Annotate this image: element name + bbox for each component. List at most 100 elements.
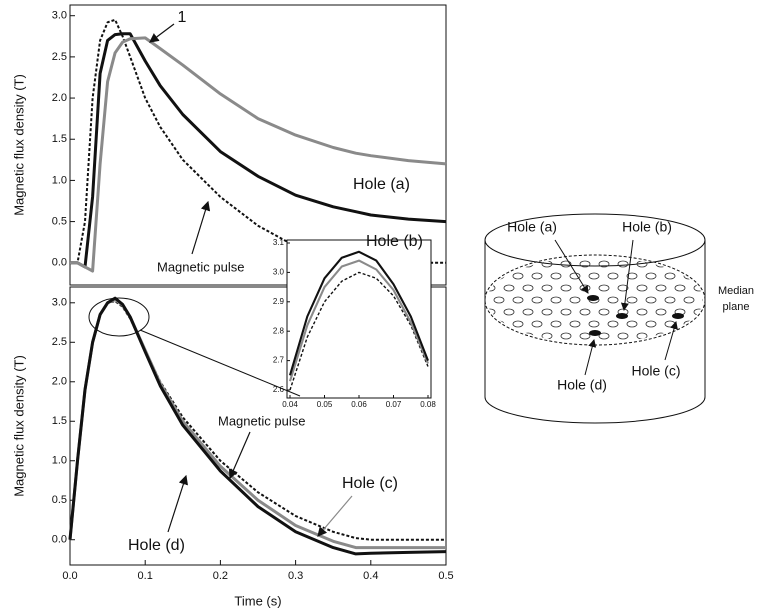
hole-outline <box>560 260 572 268</box>
y-tick-label: 2.0 <box>52 92 67 104</box>
hole-label: Hole (a) <box>507 219 557 235</box>
hole-outline <box>531 272 543 280</box>
hole-outline <box>607 272 619 280</box>
series-line <box>70 36 447 273</box>
hole-outline <box>579 308 591 316</box>
curve-label: Hole (d) <box>128 537 185 554</box>
arrow <box>167 474 188 533</box>
hole-outline <box>693 260 703 268</box>
hole-outline <box>522 284 534 292</box>
hole <box>587 295 599 301</box>
x-axis-title: Time (s) <box>234 593 281 608</box>
hole-outline <box>664 296 676 304</box>
y-tick-label: 2.0 <box>52 376 67 388</box>
y-tick-label: 1.5 <box>52 133 67 145</box>
hole <box>616 313 628 319</box>
hole-outline <box>636 284 648 292</box>
annotation: 1 <box>178 9 187 26</box>
y-tick-label: 1.5 <box>52 415 67 427</box>
hole-outline <box>550 272 562 280</box>
hole-outline <box>487 284 496 292</box>
arrow <box>149 23 175 43</box>
arrow <box>584 339 597 376</box>
hole-outline <box>560 332 572 340</box>
hole-outline <box>487 260 496 268</box>
hole-label: Hole (b) <box>622 219 672 235</box>
hole-outline <box>569 296 581 304</box>
hole-outline <box>683 272 695 280</box>
y-tick-label: 2.5 <box>52 336 67 348</box>
hole-outline <box>674 332 686 340</box>
x-tick-label: 0.08 <box>420 400 436 409</box>
hole-outline <box>626 296 638 304</box>
arrow <box>664 321 678 361</box>
hole-outline <box>598 308 610 316</box>
y-tick-label: 3.0 <box>52 10 67 22</box>
hole-outline <box>645 320 657 328</box>
hole-outline <box>503 308 515 316</box>
hole-outline <box>579 260 591 268</box>
hole-outline <box>636 332 648 340</box>
hole-outline <box>503 284 515 292</box>
hole-outline <box>626 320 638 328</box>
y-tick-label: 3.0 <box>273 268 285 277</box>
y-tick-label: 1.0 <box>52 174 67 186</box>
hole-outline <box>645 272 657 280</box>
hole-outline <box>512 296 524 304</box>
hole-outline <box>512 272 524 280</box>
hole-label: Hole (d) <box>557 377 607 393</box>
hole-outline <box>664 272 676 280</box>
hole-outline <box>645 296 657 304</box>
hole-outline <box>607 320 619 328</box>
curve-label: Hole (c) <box>342 475 398 492</box>
hole-outline <box>664 320 676 328</box>
arrow <box>191 200 211 255</box>
arrow <box>620 239 634 311</box>
highlight <box>88 297 150 337</box>
hole-outline <box>541 308 553 316</box>
hole-outline <box>588 320 600 328</box>
hole-outline <box>636 308 648 316</box>
hole <box>589 330 601 336</box>
x-tick-label: 0.4 <box>363 570 378 582</box>
hole-outline <box>579 332 591 340</box>
x-tick-label: 0.04 <box>282 400 298 409</box>
curve-label: Hole (b) <box>366 233 423 250</box>
hole-outline <box>588 272 600 280</box>
hole-outline <box>550 296 562 304</box>
cylinder-bottom <box>484 396 706 424</box>
y-tick-label: 2.9 <box>273 297 285 306</box>
series-line <box>69 300 446 541</box>
hole-outline <box>683 320 695 328</box>
hole-outline <box>560 284 572 292</box>
y-axis-title: Magnetic flux density (T) <box>11 355 26 497</box>
x-tick-label: 0.5 <box>438 570 453 582</box>
arrow <box>317 495 353 537</box>
y-tick-label: 1.0 <box>52 455 67 467</box>
series-line <box>288 250 429 376</box>
hole-outline <box>655 284 667 292</box>
hole-outline <box>560 308 572 316</box>
series-line <box>288 259 429 382</box>
x-tick-label: 0.2 <box>213 570 228 582</box>
hole-outline <box>598 332 610 340</box>
hole-outline <box>503 260 515 268</box>
plane-label: Median plane <box>717 285 755 313</box>
hole-outline <box>522 308 534 316</box>
x-tick-label: 0.07 <box>386 400 402 409</box>
hole-outline <box>487 332 496 340</box>
hole-outline <box>693 332 703 340</box>
hole-outline <box>607 296 619 304</box>
x-tick-label: 0.05 <box>317 400 333 409</box>
curve-label: Magnetic pulse <box>218 413 305 428</box>
hole-outline <box>522 332 534 340</box>
hole <box>672 313 684 319</box>
series-line <box>289 271 429 391</box>
y-tick-label: 2.8 <box>273 326 285 335</box>
plot-frame <box>69 4 447 286</box>
hole-grid <box>487 260 703 340</box>
hole-outline <box>569 320 581 328</box>
hole-outline <box>598 260 610 268</box>
x-tick-label: 0.06 <box>351 400 367 409</box>
